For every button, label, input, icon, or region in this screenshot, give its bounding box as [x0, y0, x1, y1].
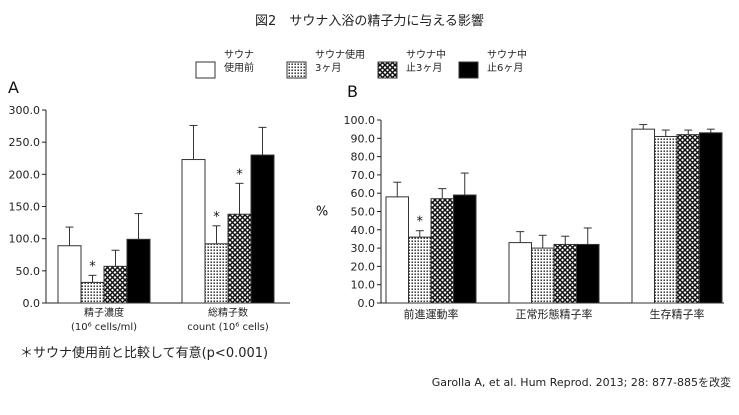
significance-mark: *	[236, 167, 243, 182]
bar	[103, 265, 128, 304]
legend-label-0: サウナ	[224, 49, 254, 61]
citation-text: Garolla A, et al. Hum Reprod. 2013; 28: …	[431, 376, 731, 389]
y-axis-label: %	[316, 205, 328, 220]
legend-label-3: サウナ中	[487, 48, 527, 61]
significance-mark: *	[417, 215, 424, 230]
y-tick-label: 0.0	[23, 297, 41, 310]
y-tick-label: 40.0	[351, 224, 376, 237]
category-label: 前進運動率	[404, 307, 459, 321]
bar	[576, 243, 600, 304]
bar	[126, 238, 151, 304]
bar	[453, 194, 477, 304]
y-tick-label: 100.0	[344, 114, 376, 127]
bar	[531, 247, 555, 304]
bar	[631, 128, 655, 304]
y-tick-label: 50.0	[16, 265, 41, 278]
y-tick-label: 250.0	[9, 136, 41, 149]
bar	[385, 196, 409, 304]
bar	[430, 198, 454, 304]
bar	[204, 243, 229, 304]
bar	[408, 236, 432, 304]
category-label: 精子濃度	[84, 306, 124, 319]
legend-swatch-1	[286, 61, 307, 79]
y-tick-label: 200.0	[9, 168, 41, 181]
bar	[227, 213, 252, 304]
bar	[57, 245, 82, 304]
y-tick-label: 20.0	[351, 260, 376, 273]
y-tick-label: 50.0	[351, 206, 376, 219]
bar	[676, 134, 700, 304]
legend-swatch-2	[377, 61, 398, 79]
figure-title: 図2 サウナ入浴の精子力に与える影響	[255, 14, 484, 29]
significance-footnote: ＊サウナ使用前と比較して有意(p<0.001)	[20, 346, 269, 361]
legend-swatch-3	[458, 61, 479, 79]
category-label: 生存精子率	[650, 307, 705, 321]
y-tick-label: 100.0	[9, 233, 41, 246]
legend-swatch-0	[195, 61, 216, 79]
significance-mark: *	[213, 210, 220, 225]
panel-label: A	[8, 78, 19, 97]
bar	[181, 159, 206, 304]
legend-label-1: サウナ使用	[315, 48, 365, 61]
y-tick-label: 80.0	[351, 151, 376, 164]
bar	[553, 243, 577, 304]
bar	[250, 154, 275, 304]
legend-label-0: 使用前	[224, 61, 254, 74]
y-tick-label: 10.0	[351, 279, 376, 292]
legend-label-2: サウナ中	[406, 48, 446, 61]
bar	[699, 132, 723, 304]
category-label: count (10⁶ cells)	[187, 322, 269, 333]
y-tick-label: 150.0	[9, 201, 41, 214]
category-label: 正常形態精子率	[516, 307, 593, 321]
panel-label: B	[347, 82, 358, 101]
legend-label-3: 止6ヶ月	[487, 62, 523, 74]
category-label: 総精子数	[208, 306, 248, 319]
y-tick-label: 30.0	[351, 242, 376, 255]
panel-a-chart: A 0.0 50.0 100.0 150.0 200.0 250.0 300.0 * 精子濃度 (1…	[8, 78, 290, 333]
y-tick-label: 90.0	[351, 132, 376, 145]
bar	[80, 281, 105, 304]
legend-label-2: 止3ヶ月	[406, 62, 442, 74]
y-tick-label: 0.0	[358, 297, 376, 310]
y-tick-label: 70.0	[351, 169, 376, 182]
panel-b-chart: B% 0.0 10.0 20.0 30.0 40.0 50.0 60.0 70.0 80.0 90.…	[316, 82, 724, 321]
y-tick-label: 300.0	[9, 104, 41, 117]
bar	[508, 242, 532, 304]
legend-label-1: 3ヶ月	[315, 62, 341, 74]
y-tick-label: 60.0	[351, 187, 376, 200]
significance-mark: *	[89, 259, 96, 274]
category-label: (10⁶ cells/ml)	[71, 322, 137, 333]
bar	[654, 135, 678, 304]
